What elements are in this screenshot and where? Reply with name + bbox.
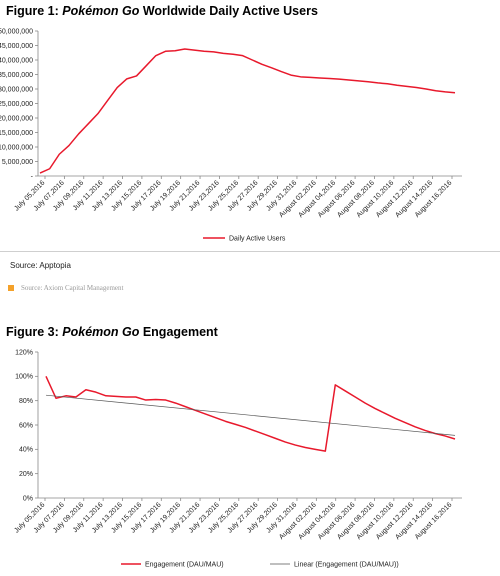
figure3-title: Figure 3: Pokémon Go Engagement: [6, 325, 218, 339]
dau-y-tick-label: 10,000,000: [0, 144, 33, 151]
dau-y-tick-label: 50,000,000: [0, 28, 33, 35]
eng-y-tick-label: 80%: [19, 398, 33, 405]
page-source-text: Source: Axiom Capital Management: [21, 284, 124, 292]
eng-y-tick-label: 60%: [19, 422, 33, 429]
dau-legend-label: Daily Active Users: [229, 236, 286, 243]
divider-line: [0, 251, 500, 252]
eng-y-tick-label: 40%: [19, 447, 33, 454]
dau-y-tick-label: 45,000,000: [0, 43, 33, 50]
page-source: Source: Axiom Capital Management: [8, 284, 123, 292]
eng-legend-label: Engagement (DAU/MAU): [145, 562, 224, 569]
dau-y-tick-label: 15,000,000: [0, 130, 33, 137]
dau-chart: - 5,000,000 10,000,000 15,000,000 20,000,000…: [0, 28, 462, 243]
dau-y-tick-label: 35,000,000: [0, 72, 33, 79]
dau-series-line: [39, 48, 456, 174]
eng-y-tick-label: 0%: [23, 495, 33, 502]
figure1-title: Figure 1: Pokémon Go Worldwide Daily Act…: [6, 4, 318, 18]
dau-y-tick-label: 25,000,000: [0, 101, 33, 108]
dau-y-tick-label: 5,000,000: [2, 159, 33, 166]
dau-y-tick-label: -: [31, 173, 34, 180]
eng-legend-label: Linear (Engagement (DAU/MAU)): [294, 562, 399, 569]
eng-y-tick-label: 20%: [19, 471, 33, 478]
eng-x-tick-label: August 16,2016: [414, 501, 454, 541]
eng-trend-line: [45, 394, 456, 436]
figure1-source: Source: Apptopia: [10, 261, 71, 270]
dau-y-tick-label: 20,000,000: [0, 115, 33, 122]
dau-y-tick-label: 40,000,000: [0, 57, 33, 64]
eng-y-tick-label: 120%: [15, 349, 33, 356]
dau-x-tick-label: August 16,2016: [414, 179, 454, 219]
eng-y-tick-label: 100%: [15, 374, 33, 381]
bullet-square-icon: [8, 285, 14, 291]
dau-y-tick-label: 30,000,000: [0, 86, 33, 93]
eng-series-line: [45, 376, 456, 452]
